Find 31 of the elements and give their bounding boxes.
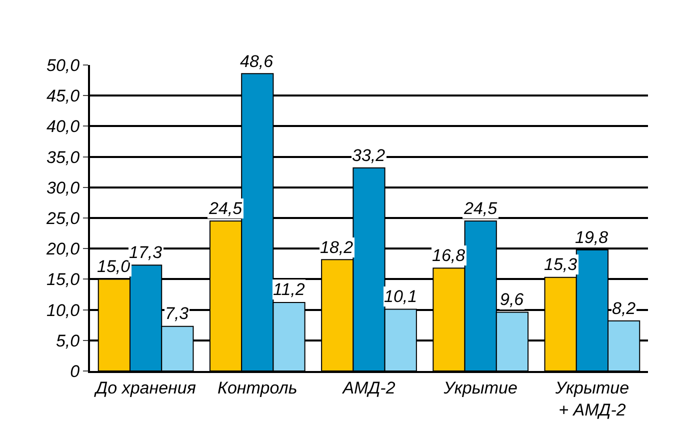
- y-tick-label: 30,0: [46, 178, 80, 198]
- text: 11,2: [273, 280, 305, 299]
- y-tick-label: 10,0: [46, 300, 80, 320]
- text: 10,1: [384, 287, 418, 306]
- x-tick-label: Укрытие: [442, 378, 518, 398]
- x-tick-label: АМД-2: [342, 378, 396, 398]
- text: 48,6: [240, 52, 274, 71]
- text: 15,0: [97, 257, 130, 276]
- text: 33,2: [352, 146, 386, 165]
- x-tick-label: До хранения: [94, 378, 196, 398]
- x-tick-label: Укрытие + АМД-2: [554, 378, 630, 420]
- text: 24,5: [209, 199, 242, 218]
- text: 15,3: [544, 255, 578, 274]
- text: 17,3: [129, 243, 162, 262]
- y-tick-label: 35,0: [46, 148, 80, 167]
- y-tick-label: 45,0: [46, 86, 80, 106]
- y-tick-label: 20,0: [46, 240, 80, 259]
- text: 8,2: [612, 299, 636, 318]
- text: 7,3: [165, 304, 189, 323]
- text: 24,5: [464, 199, 498, 218]
- text: 9,6: [500, 290, 524, 309]
- y-tick-label: 5,0: [56, 331, 80, 350]
- y-tick-label: 40,0: [46, 117, 80, 136]
- text: 16,8: [432, 246, 466, 265]
- text: 19,8: [575, 228, 608, 247]
- text: 18,2: [320, 238, 354, 257]
- y-tick-label: 15,0: [46, 270, 80, 290]
- y-tick-label: 50,0: [46, 56, 80, 75]
- y-tick-label: 0: [70, 362, 80, 381]
- x-tick-label: Контроль: [217, 378, 298, 398]
- y-tick-label: 25,0: [46, 208, 80, 228]
